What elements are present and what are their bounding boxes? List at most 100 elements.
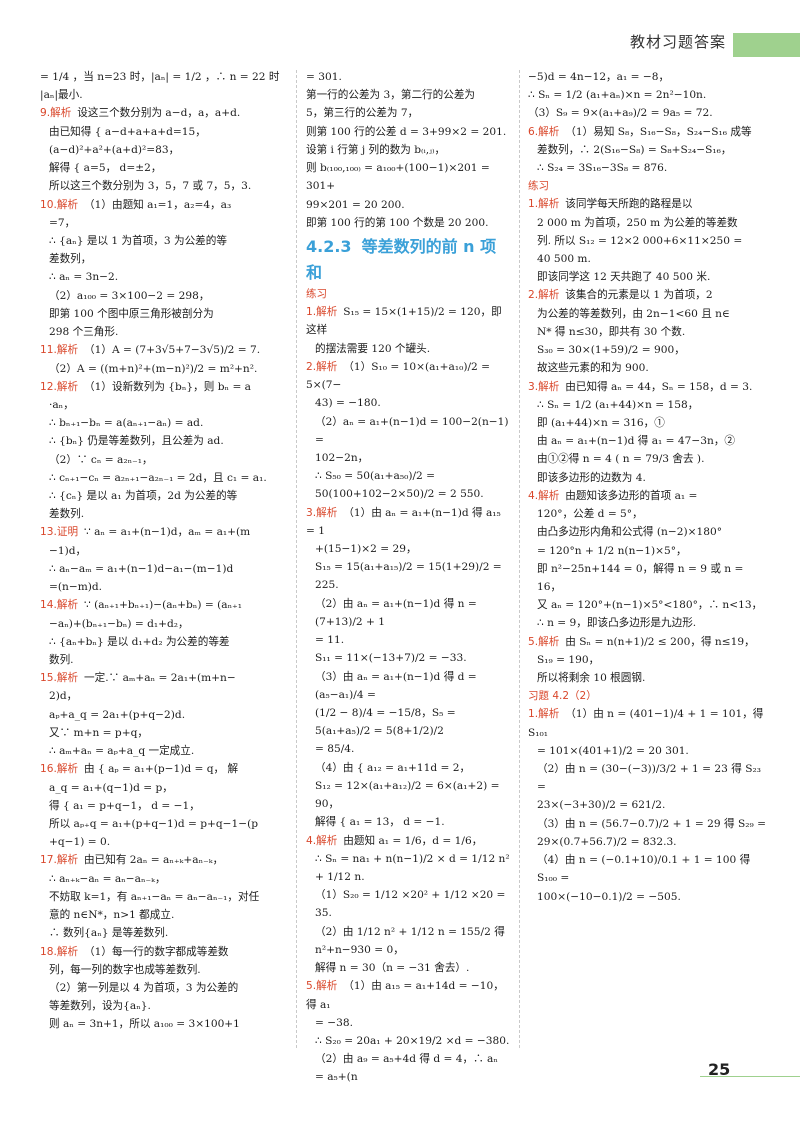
answer-line: 16.解析由 { aₚ = a₁+(p−1)d = q， 解 [40, 760, 286, 778]
answer-text: 50(100+102−2×50)/2 = 2 550. [315, 488, 484, 501]
answer-line: 102−2n， [306, 449, 510, 467]
answer-text: 由 aₙ = a₁+(n−1)d 得 a₁ = 47−3n，② [537, 435, 736, 448]
answer-line: S₁₂ = 12×(a₁+a₁₂)/2 = 6×(a₁+2) = 90， [306, 777, 510, 813]
answer-text: (1/2 − 8)/4 = −15/8，S₅ = 5(a₁+a₅)/2 = 5(… [315, 707, 456, 738]
answer-line: 则第 100 行的公差 d = 3+99×2 = 201. [306, 123, 510, 141]
problem-label: 5.解析 [528, 635, 560, 648]
answer-text: 由 Sₙ = n(n+1)/2 ≤ 200，得 n≤19， [565, 635, 755, 648]
answer-line: 5.解析由 Sₙ = n(n+1)/2 ≤ 200，得 n≤19， [528, 633, 766, 651]
answer-text: 设第 i 行第 j 列的数为 b₍ᵢ,ⱼ₎， [306, 143, 446, 156]
answer-text: 等差数列，设为{aₙ}. [49, 1000, 151, 1013]
answer-text: ∴ aₙ−aₘ = a₁+(n−1)d−a₁−(m−1)d [49, 562, 234, 575]
answer-text: 该同学每天所跑的路程是以 [565, 198, 693, 211]
answer-text: a_q = a₁+(q−1)d = p， [49, 781, 173, 794]
answer-line: 1.解析 S₁₅ = 15×(1+15)/2 = 120，即这样 [306, 303, 510, 339]
answer-text: ∴ S₂₀ = 20a₁ + 20×19/2 ×d = −380. [315, 1034, 510, 1047]
answer-line: ∴ Sₙ = na₁ + n(n−1)/2 × d = 1/12 n² + 1/… [306, 850, 510, 886]
answer-text: S₁₂ = 12×(a₁+a₁₂)/2 = 6×(a₁+2) = 90， [315, 779, 500, 811]
answer-text: 即第 100 个图中原三角形被剖分为 [49, 307, 214, 320]
answer-text: S₁₅ = 15(a₁+a₁₅)/2 = 15(1+29)/2 = 225. [315, 561, 502, 592]
answer-line: 差数列， [40, 250, 286, 268]
answer-text: ·aₙ， [49, 398, 74, 411]
answer-line: 298 个三角形. [40, 323, 286, 341]
answer-line: S₁₉ = 190， [528, 651, 766, 669]
answer-line: ∴ {aₙ+bₙ} 是以 d₁+d₂ 为公差的等差 [40, 633, 286, 651]
answer-text: = 1/4 ，当 n=23 时，|aₙ| = 1/2 ，∴ n = 22 时 [40, 71, 280, 83]
answer-line: ·aₙ， [40, 396, 286, 414]
answer-line: ∴ S₂₄ = 3S₁₆−3S₈ = 876. [528, 159, 766, 177]
answer-text: = 120°n + 1/2 n(n−1)×5°， [537, 544, 687, 557]
answer-text: 由凸多边形内角和公式得 (n−2)×180° [537, 526, 722, 539]
answer-line: S₃₀ = 30×(1+59)/2 = 900， [528, 341, 766, 359]
answer-text: −5)d = 4n−12，a₁ = −8， [528, 71, 670, 83]
answer-text: 由 { aₚ = a₁+(p−1)d = q， 解 [84, 763, 239, 776]
answer-text: （1）S₂₀ = 1/12 ×20² + 1/12 ×20 = 35. [315, 889, 506, 920]
answer-text: 5，第三行的公差为 7， [306, 107, 419, 120]
footer-rule [700, 1076, 800, 1077]
answer-text: （1）每一行的数字都成等差数 [84, 945, 229, 958]
answer-line: +(15−1)×2 = 29， [306, 540, 510, 558]
problem-label: 3.解析 [528, 380, 560, 393]
answer-line: 4.解析 由题知该多边形的首项 a₁ = [528, 487, 766, 505]
answer-line: （2）A = ((m+n)²+(m−n)²)/2 = m²+n². [40, 360, 286, 378]
answer-line: 5，第三行的公差为 7， [306, 104, 510, 122]
answer-line: = 301. [306, 68, 510, 86]
answer-text: （2）A = ((m+n)²+(m−n)²)/2 = m²+n². [49, 362, 258, 375]
problem-label: 1.解析 [306, 306, 338, 319]
answer-text: （2）第一列是以 4 为首项，3 为公差的 [49, 981, 239, 994]
answer-line: 5.解析 （1）由 a₁₅ = a₁+14d = −10，得 a₁ [306, 977, 510, 1013]
answer-line: S₁₅ = 15(a₁+a₁₅)/2 = 15(1+29)/2 = 225. [306, 558, 510, 594]
answer-line: 4.解析 由题知 a₁ = 1/6，d = 1/6， [306, 832, 510, 850]
answer-line: （2）a₁₀₀ = 3×100−2 = 298， [40, 287, 286, 305]
problem-label: 14.解析 [40, 599, 79, 612]
answer-text: （1）由 n = (401−1)/4 + 1 = 101，得 S₁₀₁ [528, 708, 764, 739]
answer-line: 3.解析 （1）由 aₙ = a₁+(n−1)d 得 a₁₅ = 1 [306, 504, 510, 540]
header-accent-bar [733, 33, 800, 57]
problem-label: 1.解析 [528, 708, 560, 721]
answer-text: 29×(0.7+56.7)/2 = 832.3. [537, 835, 677, 848]
answer-text: 即第 100 行的第 100 个数是 20 200. [306, 216, 489, 229]
answer-line: （1）S₂₀ = 1/12 ×20² + 1/12 ×20 = 35. [306, 886, 510, 922]
answer-line: 则 aₙ = 3n+1，所以 a₁₀₀ = 3×100+1 [40, 1015, 286, 1033]
homework-heading: 习题 4.2（2） [528, 690, 597, 703]
answer-block: = 301. 第一行的公差为 3，第二行的公差为 5，第三行的公差为 7， 则第 10… [306, 68, 510, 232]
answer-line: 43) = −180. [306, 394, 510, 412]
problem-label: 5.解析 [306, 980, 338, 993]
answer-line: = 85/4. [306, 740, 510, 758]
answer-line: 不妨取 k=1，有 aₙ₊₁−aₙ = aₙ−aₙ₋₁，对任 [40, 888, 286, 906]
answer-line: 即 n²−25n+144 = 0，解得 n = 9 或 n = 16， [528, 560, 766, 596]
answer-line: ∴ bₙ₊₁−bₙ = a(aₙ₊₁−aₙ) = ad. [40, 414, 286, 432]
answer-line: 即第 100 行的第 100 个数是 20 200. [306, 214, 510, 232]
answer-line: 1.解析 （1）由 n = (401−1)/4 + 1 = 101，得 S₁₀₁ [528, 705, 766, 741]
answer-line: 第一行的公差为 3，第二行的公差为 [306, 86, 510, 104]
answer-line: N* 得 n≤30，即共有 30 个数. [528, 323, 766, 341]
answer-line: （2）aₙ = a₁+(n−1)d = 100−2(n−1) = [306, 413, 510, 449]
answer-text: +(15−1)×2 = 29， [315, 543, 417, 556]
answer-text: 设这三个数分别为 a−d，a，a+d. [77, 107, 241, 120]
answer-text: （3）由 aₙ = a₁+(n−1)d 得 d = (a₅−a₁)/4 = [315, 670, 477, 701]
answer-text: ∴ aₙ = 3n−2. [49, 271, 119, 284]
answer-text: 差数列，∴ 2(S₁₆−S₈) = S₈+S₂₄−S₁₆， [537, 143, 732, 156]
answer-text: 99×201 = 20 200. [306, 198, 405, 211]
answer-text: （2）∵ cₙ = a₂ₙ₋₁， [49, 453, 153, 466]
answer-text: 则第 100 行的公差 d = 3+99×2 = 201. [306, 125, 507, 138]
answer-line: 2)d， [40, 687, 286, 705]
answer-text: = 101×(401+1)/2 = 20 301. [537, 744, 689, 757]
answer-text: 又 aₙ = 120°+(n−1)×5°<180°，∴ n<13， [537, 599, 763, 612]
answer-text: 列，每一列的数字也成等差数列. [49, 963, 201, 976]
answer-line: （4）由 { a₁₂ = a₁+11d = 2， [306, 759, 510, 777]
answer-text: （3）由 n = (56.7−0.7)/2 + 1 = 29 得 S₂₉ = [537, 817, 766, 830]
answer-text: −aₙ)+(bₙ₊₁−bₙ) = d₁+d₂， [49, 617, 189, 630]
answer-text: 即 (a₁+44)×n = 316，① [537, 416, 665, 429]
answer-line: ∴ aₘ+aₙ = aₚ+a_q 一定成立. [40, 742, 286, 760]
answer-line: 12.解析 （1）设新数列为 {bₙ}，则 bₙ = a [40, 378, 286, 396]
answer-text: ∴ S₅₀ = 50(a₁+a₅₀)/2 = [315, 470, 436, 483]
answer-text: ∴ {cₙ} 是以 a₁ 为首项，2d 为公差的等 [49, 490, 238, 503]
answer-line: （2）由 1/12 n² + 1/12 n = 155/2 得 n²+n−930… [306, 923, 510, 959]
answer-text: ∴ S₂₄ = 3S₁₆−3S₈ = 876. [537, 162, 668, 175]
answer-text: 该集合的元素是以 1 为首项，2 [565, 289, 713, 302]
answer-line: （2）由 aₙ = a₁+(n−1)d 得 n = (7+13)/2 + 1 [306, 595, 510, 631]
answer-line: 10.解析 （1）由题知 a₁=1，a₂=4，a₃ [40, 196, 286, 214]
answer-line: 23×(−3+30)/2 = 621/2. [528, 796, 766, 814]
answer-line: ∴ cₙ₊₁−cₙ = a₂ₙ₊₁−a₂ₙ₋₁ = 2d，且 c₁ = a₁. [40, 469, 286, 487]
